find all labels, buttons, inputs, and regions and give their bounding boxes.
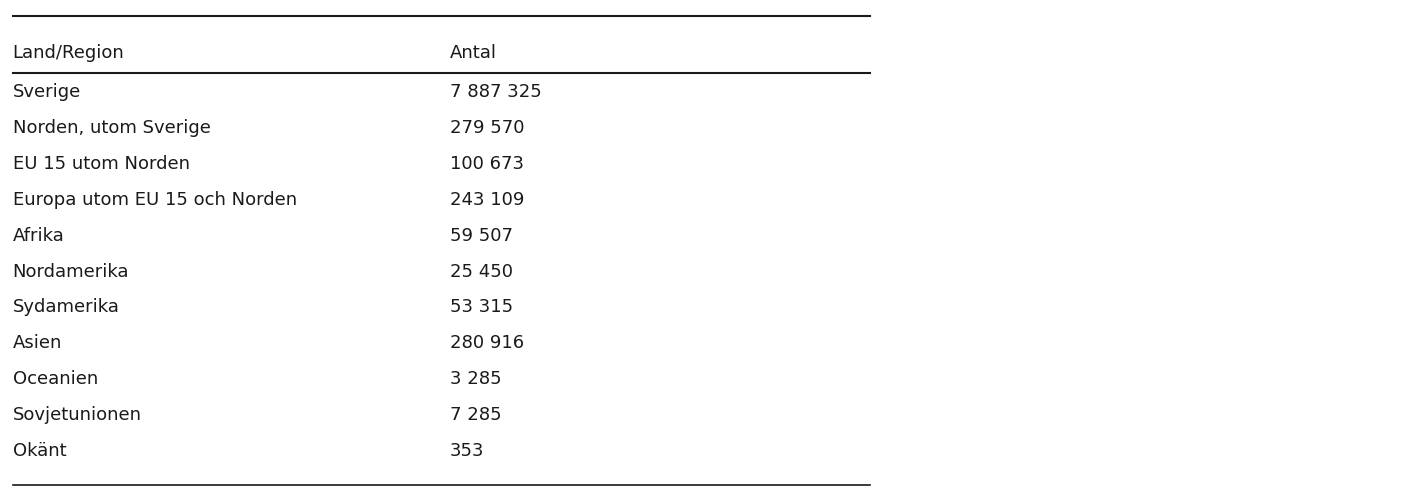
Text: Europa utom EU 15 och Norden: Europa utom EU 15 och Norden — [13, 191, 296, 209]
Text: 7 887 325: 7 887 325 — [449, 83, 542, 101]
Text: Sverige: Sverige — [13, 83, 81, 101]
Text: 7 285: 7 285 — [449, 406, 501, 424]
Text: 25 450: 25 450 — [449, 263, 512, 281]
Text: Land/Region: Land/Region — [13, 44, 125, 62]
Text: Norden, utom Sverige: Norden, utom Sverige — [13, 119, 211, 137]
Text: Afrika: Afrika — [13, 227, 65, 245]
Text: Okänt: Okänt — [13, 442, 66, 460]
Text: EU 15 utom Norden: EU 15 utom Norden — [13, 155, 190, 173]
Text: Asien: Asien — [13, 334, 62, 352]
Text: Oceanien: Oceanien — [13, 370, 98, 388]
Text: 279 570: 279 570 — [449, 119, 524, 137]
Text: 53 315: 53 315 — [449, 298, 512, 317]
Text: 353: 353 — [449, 442, 484, 460]
Text: 59 507: 59 507 — [449, 227, 512, 245]
Text: 3 285: 3 285 — [449, 370, 501, 388]
Text: Nordamerika: Nordamerika — [13, 263, 129, 281]
Text: Sovjetunionen: Sovjetunionen — [13, 406, 142, 424]
Text: Sydamerika: Sydamerika — [13, 298, 119, 317]
Text: 100 673: 100 673 — [449, 155, 524, 173]
Text: 243 109: 243 109 — [449, 191, 524, 209]
Text: 280 916: 280 916 — [449, 334, 524, 352]
Text: Antal: Antal — [449, 44, 497, 62]
